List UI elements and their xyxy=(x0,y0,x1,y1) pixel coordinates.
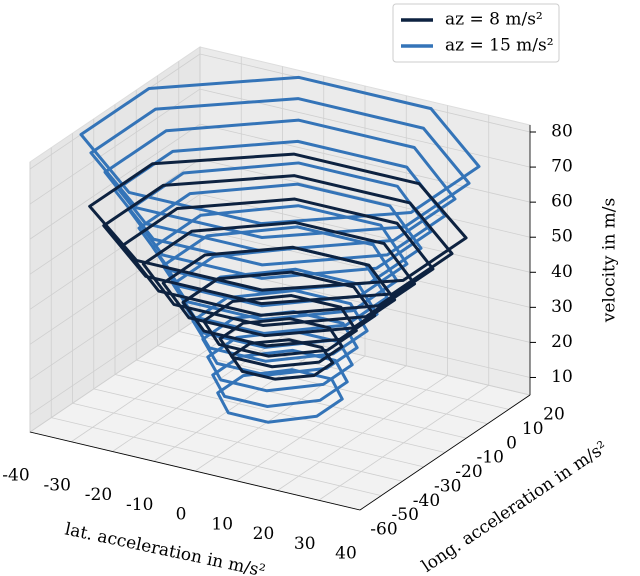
axis-line xyxy=(29,431,361,511)
grid-line xyxy=(136,359,467,439)
grid-line xyxy=(199,193,531,273)
contour-ring xyxy=(141,220,417,327)
contour-ring xyxy=(230,338,335,381)
legend: az = 8 m/s² az = 15 m/s² xyxy=(392,3,560,63)
contour-ring xyxy=(88,152,468,292)
x-tick-label: 0 xyxy=(176,505,187,525)
y-axis-label: long. acceleration in m/s² xyxy=(418,437,611,576)
y-tick-label: -60 xyxy=(370,520,397,540)
x-tick-label: -20 xyxy=(85,485,112,505)
contour-ring xyxy=(102,174,454,306)
x-axis-label: lat. acceleration in m/s² xyxy=(63,519,267,576)
grid-line xyxy=(29,229,201,345)
contour-ring xyxy=(181,270,377,348)
x-tick-label: -10 xyxy=(126,495,153,515)
y-tick-label: 20 xyxy=(543,405,565,425)
z-tick-label: 50 xyxy=(551,227,573,247)
z-tick-label: 40 xyxy=(551,262,573,282)
z-axis-label: velocity in m/s xyxy=(600,198,620,324)
y-tick-label: -10 xyxy=(477,448,504,468)
contour-ring xyxy=(89,97,471,239)
grid-line xyxy=(199,123,531,203)
z-tick-label: 10 xyxy=(551,367,573,387)
contour-ring xyxy=(161,225,399,322)
grid-line xyxy=(199,158,531,238)
y-tick-label: 10 xyxy=(522,419,544,439)
legend-label: az = 8 m/s² xyxy=(445,10,543,30)
grid-line xyxy=(93,388,424,468)
y-tick-label: 0 xyxy=(506,433,517,453)
x-tick-label: 20 xyxy=(253,524,275,544)
contour-ring xyxy=(161,245,397,338)
y-tick-label: -40 xyxy=(413,491,440,511)
z-tick-label: 30 xyxy=(551,297,573,317)
z-tick-label: 80 xyxy=(551,122,573,142)
x-tick-label: -40 xyxy=(2,466,29,486)
grid-line xyxy=(51,417,382,497)
grid-line xyxy=(114,374,446,453)
grid-line xyxy=(72,402,403,482)
contour-ring xyxy=(218,317,344,369)
contour-ring xyxy=(211,348,349,409)
contour-ring xyxy=(121,197,435,317)
z-tick-label: 20 xyxy=(551,332,573,352)
y-tick-label: -20 xyxy=(455,462,482,482)
x-tick-label: 40 xyxy=(335,544,357,564)
x-tick-label: 10 xyxy=(211,514,233,534)
z-tick-label: 60 xyxy=(551,192,573,212)
grid-line xyxy=(29,299,201,415)
axis-line xyxy=(359,394,531,511)
legend-box xyxy=(392,3,560,63)
z-tick-label: 70 xyxy=(551,157,573,177)
contour-ring xyxy=(79,75,481,226)
legend-label: az = 15 m/s² xyxy=(445,36,554,56)
y-tick-label: -50 xyxy=(392,505,419,525)
y-tick-label: -30 xyxy=(434,476,461,496)
x-tick-label: -30 xyxy=(44,475,71,495)
x-tick-label: 30 xyxy=(294,534,316,554)
contour-ring xyxy=(103,118,457,253)
